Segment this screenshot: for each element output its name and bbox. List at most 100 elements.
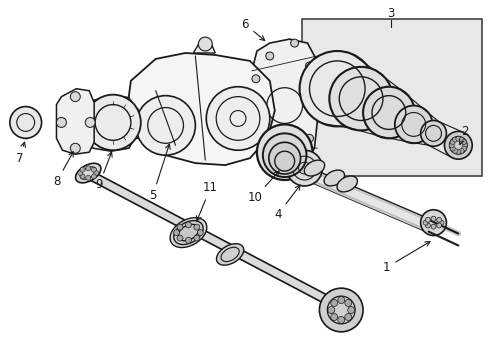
- Circle shape: [449, 146, 454, 151]
- Ellipse shape: [75, 163, 101, 183]
- Circle shape: [80, 167, 85, 172]
- Polygon shape: [126, 109, 138, 140]
- Bar: [301, 19, 481, 176]
- Text: 9: 9: [95, 152, 112, 192]
- Circle shape: [193, 224, 200, 230]
- Circle shape: [337, 316, 344, 323]
- Circle shape: [394, 105, 432, 143]
- Circle shape: [299, 51, 374, 126]
- Circle shape: [420, 121, 446, 146]
- Circle shape: [91, 167, 96, 172]
- Circle shape: [330, 300, 337, 306]
- Circle shape: [85, 175, 90, 180]
- Circle shape: [452, 148, 457, 153]
- Circle shape: [305, 134, 313, 142]
- Circle shape: [310, 96, 318, 105]
- Text: 8: 8: [53, 152, 73, 189]
- Ellipse shape: [324, 170, 344, 186]
- Circle shape: [444, 131, 471, 159]
- Circle shape: [347, 306, 354, 314]
- Circle shape: [78, 171, 82, 176]
- Ellipse shape: [178, 224, 198, 241]
- Text: 6: 6: [241, 18, 264, 41]
- Circle shape: [173, 230, 179, 235]
- Text: 10: 10: [247, 171, 279, 204]
- Polygon shape: [193, 41, 215, 53]
- Ellipse shape: [173, 221, 203, 244]
- Circle shape: [193, 235, 200, 241]
- Text: 3: 3: [386, 7, 394, 20]
- Circle shape: [185, 237, 191, 243]
- Text: 7: 7: [16, 142, 25, 165]
- Circle shape: [430, 224, 435, 229]
- Circle shape: [448, 143, 453, 148]
- Circle shape: [420, 210, 446, 235]
- Circle shape: [461, 140, 466, 144]
- Circle shape: [462, 143, 467, 148]
- Circle shape: [425, 223, 429, 228]
- Text: 2: 2: [459, 125, 468, 144]
- Circle shape: [85, 166, 90, 171]
- Circle shape: [265, 52, 273, 60]
- Circle shape: [327, 306, 334, 314]
- Circle shape: [344, 300, 351, 306]
- Circle shape: [10, 107, 41, 138]
- Circle shape: [263, 133, 306, 177]
- Circle shape: [251, 117, 259, 125]
- Circle shape: [330, 314, 337, 320]
- Circle shape: [285, 156, 293, 164]
- Circle shape: [422, 220, 427, 225]
- Ellipse shape: [304, 160, 324, 176]
- Polygon shape: [86, 95, 136, 151]
- Circle shape: [452, 137, 457, 142]
- Text: 5: 5: [149, 144, 170, 202]
- Circle shape: [264, 148, 271, 156]
- Circle shape: [197, 230, 203, 235]
- Circle shape: [328, 67, 392, 130]
- Circle shape: [425, 217, 429, 222]
- Circle shape: [136, 96, 195, 155]
- Circle shape: [290, 39, 298, 47]
- Circle shape: [337, 297, 344, 303]
- Circle shape: [430, 216, 435, 221]
- Circle shape: [56, 117, 66, 127]
- Circle shape: [70, 143, 80, 153]
- Polygon shape: [56, 89, 94, 154]
- Polygon shape: [251, 39, 317, 168]
- Circle shape: [455, 136, 460, 141]
- Circle shape: [458, 148, 463, 153]
- Ellipse shape: [336, 176, 357, 192]
- Circle shape: [458, 137, 463, 142]
- Circle shape: [268, 142, 300, 174]
- Circle shape: [319, 288, 362, 332]
- Text: 11: 11: [196, 181, 217, 221]
- Circle shape: [198, 37, 212, 51]
- Ellipse shape: [170, 218, 206, 248]
- Circle shape: [177, 235, 183, 241]
- Circle shape: [436, 223, 441, 228]
- Circle shape: [94, 171, 99, 176]
- Circle shape: [85, 117, 95, 127]
- Polygon shape: [126, 53, 274, 165]
- Circle shape: [256, 125, 312, 180]
- Circle shape: [70, 92, 80, 102]
- Circle shape: [438, 220, 443, 225]
- Circle shape: [251, 75, 259, 83]
- Circle shape: [286, 150, 322, 186]
- Polygon shape: [86, 168, 344, 314]
- Circle shape: [344, 314, 351, 320]
- Circle shape: [305, 62, 313, 70]
- Text: 1: 1: [383, 242, 429, 274]
- Circle shape: [206, 87, 269, 150]
- Circle shape: [449, 140, 454, 144]
- Circle shape: [362, 87, 414, 138]
- Circle shape: [85, 95, 141, 150]
- Circle shape: [436, 217, 441, 222]
- Circle shape: [461, 146, 466, 151]
- Circle shape: [455, 149, 460, 154]
- Ellipse shape: [216, 244, 243, 265]
- Circle shape: [91, 174, 96, 179]
- Circle shape: [177, 224, 183, 230]
- Text: 4: 4: [273, 185, 300, 221]
- Circle shape: [185, 222, 191, 228]
